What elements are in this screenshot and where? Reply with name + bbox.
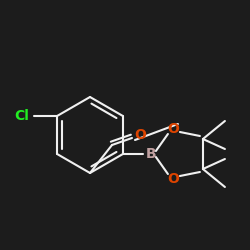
Text: O: O: [134, 128, 146, 142]
Text: O: O: [167, 122, 179, 136]
Text: O: O: [167, 172, 179, 186]
Text: B: B: [146, 147, 156, 161]
Text: Cl: Cl: [14, 109, 29, 123]
